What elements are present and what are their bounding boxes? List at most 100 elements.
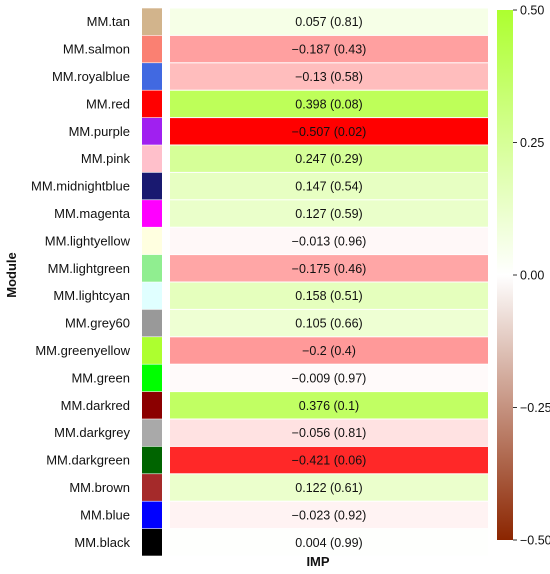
cell-value-label: −0.023 (0.92) <box>292 508 367 522</box>
heatmap-cell <box>170 35 488 63</box>
heatmap-cell <box>170 419 488 446</box>
module-label: MM.darkgrey <box>54 425 130 440</box>
heatmap-cell <box>170 172 488 200</box>
module-color-swatch <box>142 63 162 90</box>
y-axis-title: Module <box>4 252 19 298</box>
heatmap-cell <box>170 501 488 529</box>
cell-value-label: −0.421 (0.06) <box>292 454 367 468</box>
module-label: MM.salmon <box>63 42 130 57</box>
heatmap-cell <box>170 392 488 419</box>
module-label: MM.purple <box>69 124 130 139</box>
cell-value-label: −0.056 (0.81) <box>292 426 367 440</box>
heatmap-row: MM.red 0.398 (0.08) <box>86 90 488 118</box>
colorbar-tick-label: 0.00 <box>520 269 544 283</box>
cell-value-label: −0.175 (0.46) <box>292 262 367 276</box>
module-label: MM.black <box>74 535 130 550</box>
cell-value-label: −0.2 (0.4) <box>302 344 356 358</box>
heatmap-row: MM.greenyellow −0.2 (0.4) <box>35 337 488 364</box>
module-label: MM.pink <box>81 151 131 166</box>
cell-value-label: 0.147 (0.54) <box>295 180 362 194</box>
cell-value-label: −0.013 (0.96) <box>292 234 367 248</box>
module-label: MM.grey60 <box>65 316 130 331</box>
heatmap-row: MM.royalblue −0.13 (0.58) <box>52 63 488 90</box>
heatmap-row: MM.purple −0.507 (0.02) <box>69 117 488 145</box>
cell-value-label: 0.004 (0.99) <box>295 536 362 550</box>
cell-value-label: −0.187 (0.43) <box>292 43 367 57</box>
heatmap-rows: MM.tan 0.057 (0.81) MM.salmon −0.187 (0.43)… <box>31 8 488 556</box>
module-color-swatch <box>142 309 162 337</box>
module-color-swatch <box>142 474 162 501</box>
module-label: MM.tan <box>87 14 130 29</box>
cell-value-label: 0.158 (0.51) <box>295 289 362 303</box>
module-label: MM.royalblue <box>52 69 130 84</box>
heatmap-row: MM.midnightblue 0.147 (0.54) <box>31 172 488 200</box>
module-color-swatch <box>142 364 162 392</box>
module-color-swatch <box>142 337 162 364</box>
heatmap-cell <box>170 529 488 556</box>
module-color-swatch <box>142 90 162 118</box>
heatmap-cell <box>170 90 488 118</box>
cell-value-label: 0.057 (0.81) <box>295 15 362 29</box>
heatmap-row: MM.black 0.004 (0.99) <box>74 528 488 556</box>
heatmap-row: MM.tan 0.057 (0.81) <box>87 8 488 36</box>
heatmap-row: MM.darkgreen −0.421 (0.06) <box>46 446 488 474</box>
module-color-swatch <box>142 35 162 63</box>
cell-value-label: 0.247 (0.29) <box>295 152 362 166</box>
colorbar: 0.50 0.25 0.00 −0.25 −0.50 <box>497 4 550 548</box>
colorbar-tick-label: 0.50 <box>520 4 544 18</box>
heatmap-cell <box>170 255 488 282</box>
heatmap-cell <box>170 282 488 309</box>
module-color-swatch <box>142 172 162 200</box>
heatmap-row: MM.grey60 0.105 (0.66) <box>65 309 488 337</box>
module-label: MM.magenta <box>54 206 131 221</box>
module-color-swatch <box>142 145 162 173</box>
cell-value-label: 0.398 (0.08) <box>295 97 362 111</box>
colorbar-tick-label: −0.50 <box>520 534 550 548</box>
cell-value-label: −0.009 (0.97) <box>292 371 367 385</box>
module-label: MM.lightgreen <box>48 261 130 276</box>
module-label: MM.lightcyan <box>53 288 130 303</box>
heatmap-cell <box>170 118 488 145</box>
module-label: MM.brown <box>69 480 130 495</box>
colorbar-gradient <box>497 10 513 540</box>
heatmap-row: MM.lightyellow −0.013 (0.96) <box>45 227 488 255</box>
module-label: MM.midnightblue <box>31 179 130 194</box>
heatmap-cell <box>170 200 488 227</box>
cell-value-label: −0.13 (0.58) <box>295 70 363 84</box>
cell-value-label: 0.376 (0.1) <box>299 399 359 413</box>
module-color-swatch <box>142 501 162 529</box>
heatmap-cell <box>170 63 488 90</box>
heatmap-cell <box>170 337 488 364</box>
module-label: MM.lightyellow <box>45 233 131 248</box>
module-color-swatch <box>142 528 162 556</box>
heatmap-row: MM.lightgreen −0.175 (0.46) <box>48 254 488 282</box>
heatmap-row: MM.darkgrey −0.056 (0.81) <box>54 419 488 447</box>
x-axis-title: IMP <box>306 554 329 569</box>
heatmap-cell <box>170 446 488 474</box>
heatmap-row: MM.salmon −0.187 (0.43) <box>63 35 488 63</box>
heatmap-cell <box>170 364 488 392</box>
module-color-swatch <box>142 282 162 310</box>
module-label: MM.blue <box>80 507 130 522</box>
heatmap-cell <box>170 145 488 172</box>
module-label: MM.darkgreen <box>46 453 130 468</box>
module-color-swatch <box>142 8 162 36</box>
module-color-swatch <box>142 117 162 145</box>
heatmap-row: MM.lightcyan 0.158 (0.51) <box>53 282 488 310</box>
module-color-swatch <box>142 446 162 474</box>
heatmap-row: MM.magenta 0.127 (0.59) <box>54 200 488 227</box>
cell-value-label: −0.507 (0.02) <box>292 125 367 139</box>
module-label: MM.red <box>86 96 130 111</box>
heatmap-row: MM.brown 0.122 (0.61) <box>69 474 488 501</box>
cell-value-label: 0.105 (0.66) <box>295 317 362 331</box>
heatmap-cell <box>170 474 488 501</box>
heatmap-row: MM.pink 0.247 (0.29) <box>81 145 488 173</box>
heatmap-cell <box>170 8 488 35</box>
module-color-swatch <box>142 200 162 227</box>
colorbar-tick-label: 0.25 <box>520 136 544 150</box>
module-label: MM.green <box>71 370 130 385</box>
module-color-swatch <box>142 391 162 419</box>
heatmap-cell <box>170 309 488 337</box>
cell-value-label: 0.122 (0.61) <box>295 481 362 495</box>
